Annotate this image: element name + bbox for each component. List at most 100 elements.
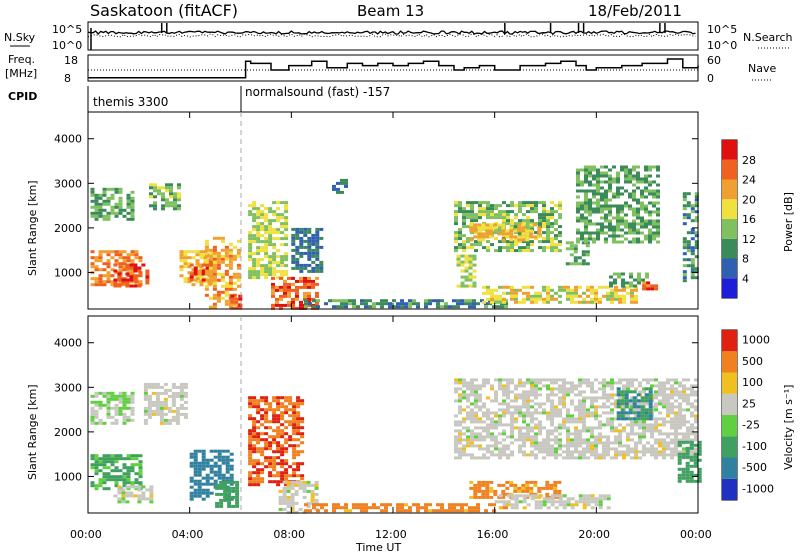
heatmap-cell [549,486,554,490]
heatmap-cell [229,464,234,468]
heatmap-cell [303,279,307,283]
heatmap-cell [151,382,156,386]
heatmap-cell [110,187,115,191]
heatmap-cell [640,417,645,421]
heatmap-cell [224,293,229,297]
heatmap-cell [620,216,624,220]
heatmap-cell [482,207,486,211]
x-tick-label: 00:00 [680,528,712,541]
heatmap-cell [118,475,123,479]
heatmap-cell [578,384,582,388]
heatmap-cell [264,213,269,217]
heatmap-cell [126,478,131,482]
heatmap-cell [130,217,135,221]
heatmap-cell [311,248,316,252]
heatmap-cell [538,432,542,436]
heatmap-cell [458,456,462,460]
heatmap-cell [537,495,542,499]
heatmap-cell [145,278,150,282]
heatmap-cell [576,183,580,187]
heatmap-cell [602,387,606,391]
heatmap-cell [204,284,209,288]
heatmap-cell [122,406,127,410]
heatmap-cell [596,237,600,241]
heatmap-cell [640,216,644,220]
heatmap-cell [533,495,538,499]
heatmap-cell [283,294,287,298]
heatmap-cell [582,423,586,427]
heatmap-cell [448,503,452,507]
heatmap-cell [506,453,510,457]
heatmap-cell [126,211,131,215]
heatmap-cell [530,414,534,418]
heatmap-cell [554,414,558,418]
heatmap-cell [654,447,658,451]
heatmap-cell [476,509,480,513]
heatmap-cell [608,180,612,184]
heatmap-cell [295,266,300,270]
heatmap-cell [562,285,566,289]
x-tick-label: 08:00 [273,528,305,541]
heatmap-cell [558,225,562,229]
heatmap-cell [474,426,478,430]
heatmap-cell [514,494,519,498]
heatmap-cell [545,486,550,490]
heatmap-cell [344,302,348,306]
heatmap-cell [632,195,636,199]
heatmap-cell [271,306,275,310]
heatmap-cell [470,219,474,223]
heatmap-cell [376,506,380,510]
heatmap-cell [290,507,295,511]
heatmap-cell [494,411,498,415]
heatmap-cell [602,444,606,448]
heatmap-cell [538,222,542,226]
colorbar-tick-label: 20 [742,193,756,206]
heatmap-cell [216,257,221,261]
heatmap-cell [514,411,518,415]
heatmap-cell [534,300,538,304]
heatmap-cell [462,246,466,250]
heatmap-cell [94,412,99,416]
heatmap-cell [642,429,646,433]
heatmap-cell [482,384,486,388]
heatmap-cell [268,234,273,238]
heatmap-cell [153,183,157,187]
heatmap-cell [546,414,550,418]
heatmap-cell [280,474,285,478]
heatmap-cell [570,438,574,442]
heatmap-cell [624,231,628,235]
heatmap-cell [522,438,526,442]
heatmap-cell [550,399,554,403]
heatmap-cell [303,276,307,280]
heatmap-cell [648,183,652,187]
heatmap-cell [685,440,690,444]
heatmap-cell [193,269,198,273]
heatmap-cell [236,266,241,270]
heatmap-cell [629,272,633,276]
heatmap-cell [574,432,578,436]
heatmap-cell [614,297,618,301]
heatmap-cell [606,444,610,448]
heatmap-cell [98,484,103,488]
heatmap-cell [501,232,506,236]
heatmap-cell [284,219,289,223]
heatmap-cell [94,277,99,281]
heatmap-cell [658,417,662,421]
heatmap-cell [598,500,603,504]
heatmap-cell [624,417,629,421]
heatmap-cell [656,195,660,199]
heatmap-cell [153,207,157,211]
heatmap-cell [260,246,265,250]
heatmap-cell [102,466,107,470]
heatmap-cell [466,393,470,397]
heatmap-cell [302,489,307,493]
heatmap-cell [296,450,301,454]
heatmap-cell [256,264,261,268]
heatmap-cell [272,414,277,418]
heatmap-cell [264,417,269,421]
heatmap-cell [538,381,542,385]
heatmap-cell [138,463,143,467]
heatmap-cell [126,400,131,404]
heatmap-cell [248,399,253,403]
heatmap-cell [550,378,554,382]
